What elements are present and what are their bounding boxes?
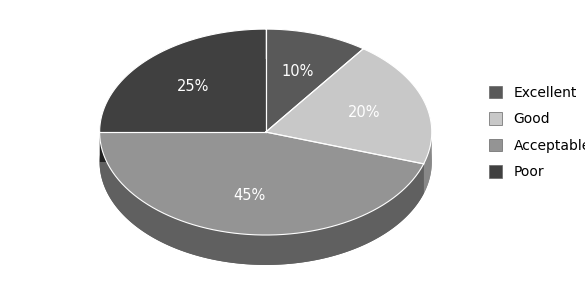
Polygon shape xyxy=(99,132,266,162)
Polygon shape xyxy=(99,132,266,162)
Polygon shape xyxy=(266,49,432,164)
Polygon shape xyxy=(99,29,266,132)
Text: 20%: 20% xyxy=(347,105,380,120)
Polygon shape xyxy=(266,29,363,132)
Polygon shape xyxy=(266,132,424,194)
Polygon shape xyxy=(266,59,363,162)
Polygon shape xyxy=(424,133,432,194)
Polygon shape xyxy=(266,132,424,194)
Polygon shape xyxy=(99,59,266,162)
Polygon shape xyxy=(99,162,424,265)
Text: 10%: 10% xyxy=(281,64,314,79)
Text: 45%: 45% xyxy=(233,188,266,203)
Polygon shape xyxy=(99,132,424,265)
Legend: Excellent, Good, Acceptable, Poor: Excellent, Good, Acceptable, Poor xyxy=(488,86,585,179)
Text: 25%: 25% xyxy=(177,79,209,94)
Polygon shape xyxy=(266,78,432,194)
Polygon shape xyxy=(99,132,424,235)
